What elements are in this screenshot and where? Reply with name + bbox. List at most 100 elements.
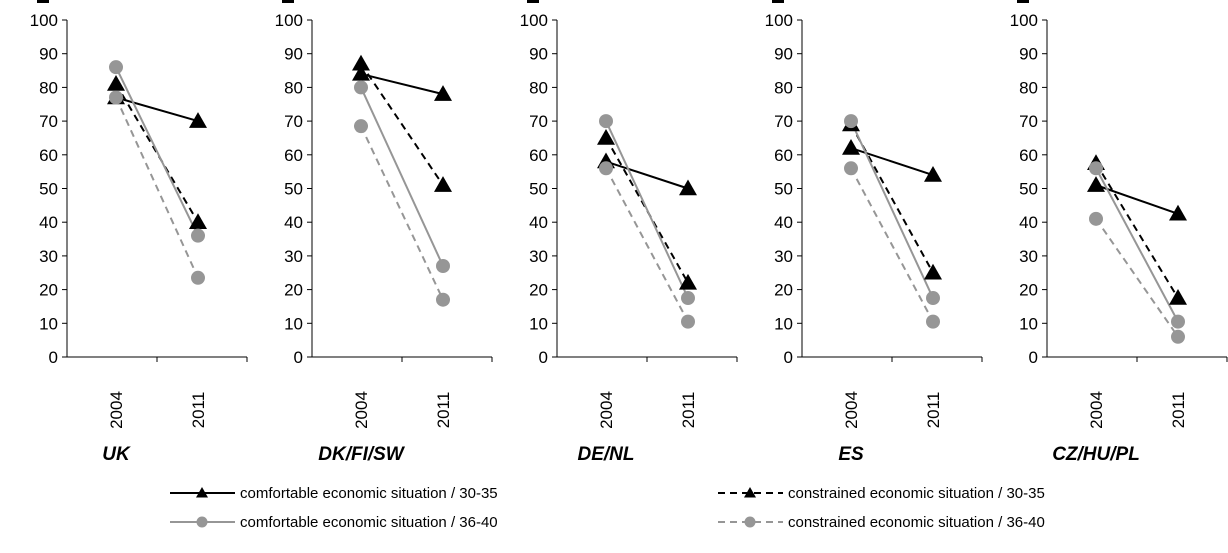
y-tick-label: 50 xyxy=(529,180,548,199)
data-point xyxy=(599,114,613,129)
y-tick-label: 30 xyxy=(39,247,58,266)
y-tick-label: 70 xyxy=(774,112,793,131)
series-line xyxy=(850,147,934,176)
series-line xyxy=(360,72,444,96)
data-point xyxy=(1089,161,1103,176)
series-line xyxy=(115,66,199,237)
legend-marker xyxy=(196,516,208,528)
panel-label: DE/NL xyxy=(578,444,635,465)
y-tick-label: 70 xyxy=(529,112,548,131)
legend-marker xyxy=(744,516,756,528)
series-line xyxy=(1095,162,1179,299)
y-tick-label: 10 xyxy=(39,314,58,333)
x-tick-label: 2011 xyxy=(679,392,698,429)
x-tick-label: 2011 xyxy=(434,392,453,429)
y-tick-label: 100 xyxy=(520,11,548,30)
y-tick-label: 70 xyxy=(284,112,303,131)
series-line xyxy=(1095,167,1179,323)
series-line xyxy=(360,86,444,267)
y-tick-label: 100 xyxy=(275,11,303,30)
series-line xyxy=(605,137,689,284)
data-point xyxy=(436,259,450,274)
y-tick-label: 0 xyxy=(1029,348,1038,367)
y-tick-label: 60 xyxy=(39,146,58,165)
panel-label: CZ/HU/PL xyxy=(1052,444,1140,465)
y-tick-label: 30 xyxy=(774,247,793,266)
data-point xyxy=(926,314,940,329)
data-point xyxy=(352,54,370,71)
y-tick-label: 0 xyxy=(294,348,303,367)
y-tick-label: 30 xyxy=(529,247,548,266)
data-point xyxy=(842,139,860,155)
series-line xyxy=(360,125,444,301)
data-point xyxy=(681,291,695,306)
data-point xyxy=(681,314,695,329)
y-tick-label: 20 xyxy=(529,281,548,300)
x-tick-label: 2011 xyxy=(1169,392,1188,429)
data-point xyxy=(352,64,370,81)
data-point xyxy=(191,270,205,285)
y-tick-label: 70 xyxy=(1019,112,1038,131)
y-tick-label: 70 xyxy=(39,112,58,131)
data-point xyxy=(189,112,207,128)
y-tick-label: 60 xyxy=(774,146,793,165)
y-tick-label: 80 xyxy=(284,78,303,97)
data-point xyxy=(844,114,858,129)
y-tick-label: 100 xyxy=(30,11,58,30)
series-line xyxy=(850,120,934,299)
series-line xyxy=(115,96,199,123)
y-tick-label: 80 xyxy=(39,78,58,97)
legend-label: comfortable economic situation / 30-35 xyxy=(240,485,498,502)
series-line xyxy=(605,120,689,299)
y-tick-label: 10 xyxy=(529,314,548,333)
y-tick-label: 90 xyxy=(774,45,793,64)
y-tick-label: 50 xyxy=(774,180,793,199)
legend-label: comfortable economic situation / 36-40 xyxy=(240,514,498,531)
x-tick-label: 2011 xyxy=(924,392,943,429)
y-tick-label: 100 xyxy=(1010,11,1038,30)
x-tick-label: 2011 xyxy=(189,392,208,429)
data-point xyxy=(107,75,125,91)
y-tick-label: 20 xyxy=(1019,281,1038,300)
y-tick-label: 40 xyxy=(529,213,548,232)
y-tick-label: 20 xyxy=(284,281,303,300)
data-point xyxy=(189,213,207,229)
x-tick-label: 2004 xyxy=(352,391,371,429)
x-tick-label: 2004 xyxy=(842,391,861,429)
x-tick-label: 2004 xyxy=(1087,391,1106,429)
y-tick-label: 60 xyxy=(529,146,548,165)
y-tick-label: 10 xyxy=(774,314,793,333)
series-line xyxy=(115,97,199,279)
legend-label: constrained economic situation / 30-35 xyxy=(788,485,1045,502)
y-tick-label: 40 xyxy=(1019,213,1038,232)
y-tick-label: 40 xyxy=(774,213,793,232)
data-point xyxy=(191,228,205,243)
y-tick-label: 20 xyxy=(39,281,58,300)
series-line xyxy=(605,167,689,323)
y-tick-label: 50 xyxy=(39,180,58,199)
y-tick-label: 80 xyxy=(529,78,548,97)
legend-marker xyxy=(744,487,756,498)
data-point xyxy=(1169,289,1187,305)
data-point xyxy=(109,60,123,75)
panel-label: DK/FI/SW xyxy=(318,444,406,465)
y-tick-label: 10 xyxy=(284,314,303,333)
data-point xyxy=(1089,211,1103,226)
panel-label: ES xyxy=(838,444,864,465)
data-point xyxy=(679,273,697,290)
data-point xyxy=(597,128,615,145)
data-point xyxy=(599,161,613,176)
series-line xyxy=(850,167,934,323)
data-point xyxy=(679,179,697,196)
y-tick-label: 90 xyxy=(39,45,58,64)
x-tick-label: 2004 xyxy=(597,391,616,429)
y-tick-label: 30 xyxy=(284,247,303,266)
data-point xyxy=(1087,176,1105,192)
y-tick-label: 40 xyxy=(284,213,303,232)
data-point xyxy=(434,85,452,101)
y-tick-label: 90 xyxy=(529,45,548,64)
y-tick-label: 50 xyxy=(1019,180,1038,199)
data-point xyxy=(926,291,940,306)
